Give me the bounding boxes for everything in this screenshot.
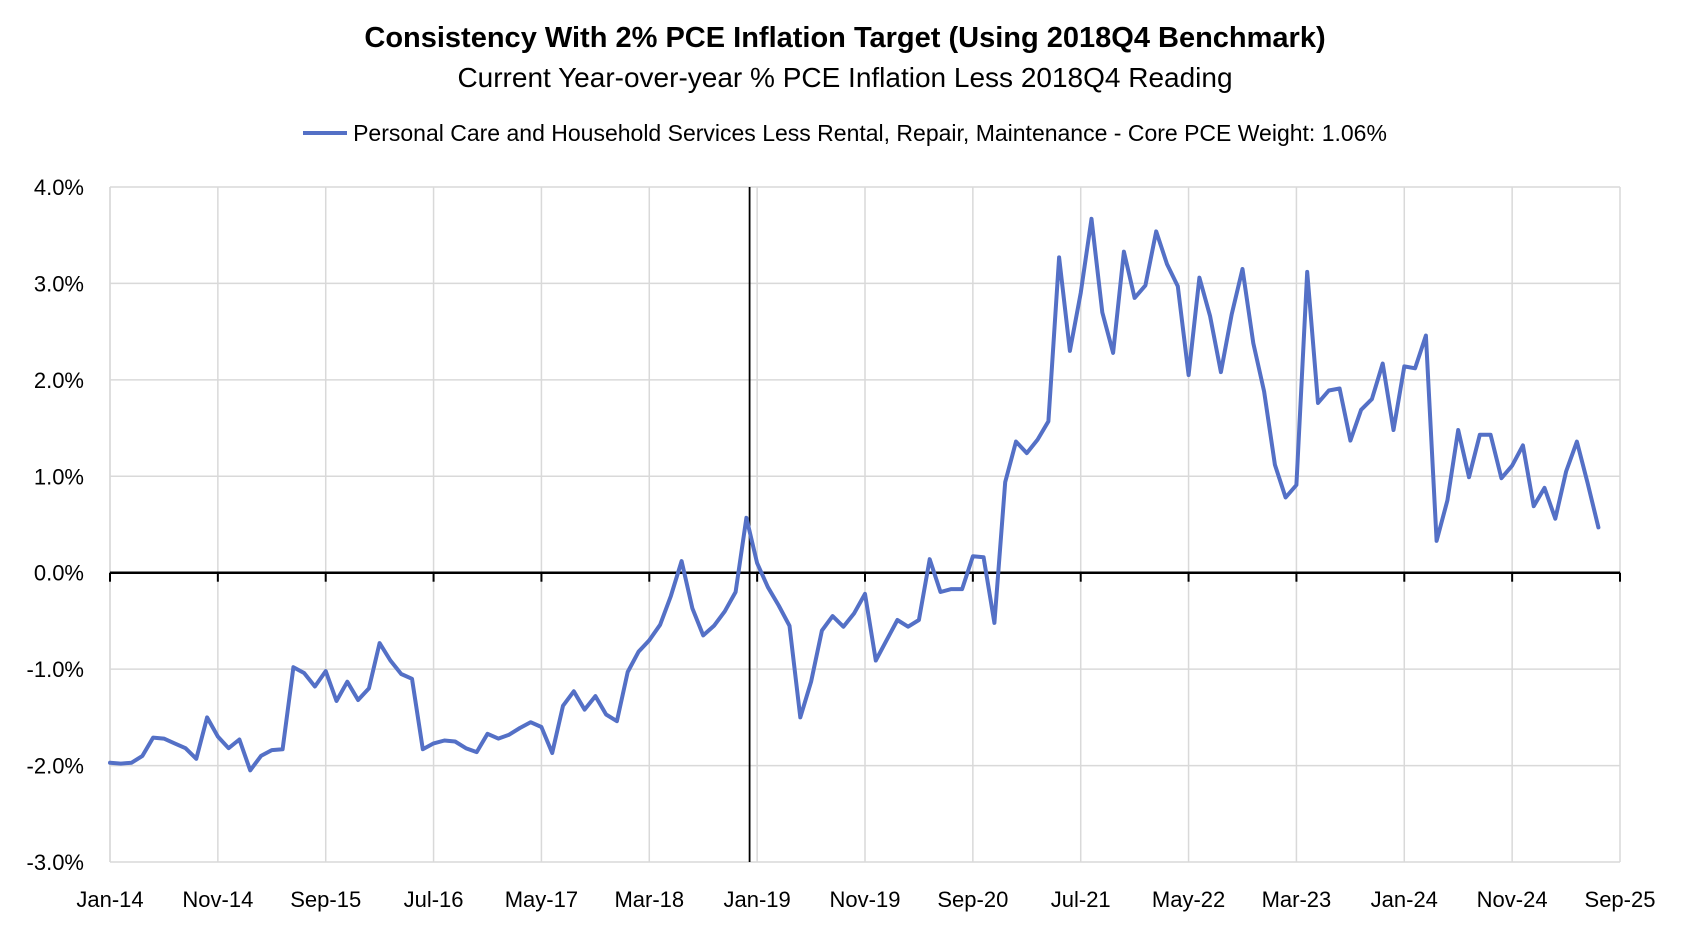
x-tick-label: Mar-23 [1262,887,1332,912]
y-tick-label: 0.0% [34,561,84,586]
x-tick-label: May-22 [1152,887,1225,912]
chart-subtitle: Current Year-over-year % PCE Inflation L… [457,62,1233,93]
y-tick-label: 4.0% [34,175,84,200]
chart-title: Consistency With 2% PCE Inflation Target… [364,22,1326,54]
legend: Personal Care and Household Services Les… [0,120,1690,147]
y-tick-label: -3.0% [27,850,84,875]
x-tick-label: Nov-24 [1477,887,1548,912]
series-line [108,216,1601,773]
x-tick-label: Nov-14 [182,887,253,912]
x-tick-label: Sep-25 [1585,887,1656,912]
x-tick-label: Mar-18 [614,887,684,912]
x-tick-label: May-17 [505,887,578,912]
y-tick-label: -2.0% [27,754,84,779]
x-tick-label: Jul-16 [404,887,464,912]
y-tick-label: 3.0% [34,271,84,296]
legend-swatch [303,130,348,135]
x-tick-label: Jan-24 [1371,887,1438,912]
x-tick-label: Jul-21 [1051,887,1111,912]
y-tick-label: 1.0% [34,464,84,489]
y-tick-label: -1.0% [27,657,84,682]
legend-label: Personal Care and Household Services Les… [353,120,1387,146]
x-tick-label: Nov-19 [830,887,901,912]
x-tick-label: Jan-14 [76,887,143,912]
x-tick-label: Sep-20 [937,887,1008,912]
x-tick-label: Sep-15 [290,887,361,912]
x-tick-label: Jan-19 [724,887,791,912]
y-tick-label: 2.0% [34,368,84,393]
